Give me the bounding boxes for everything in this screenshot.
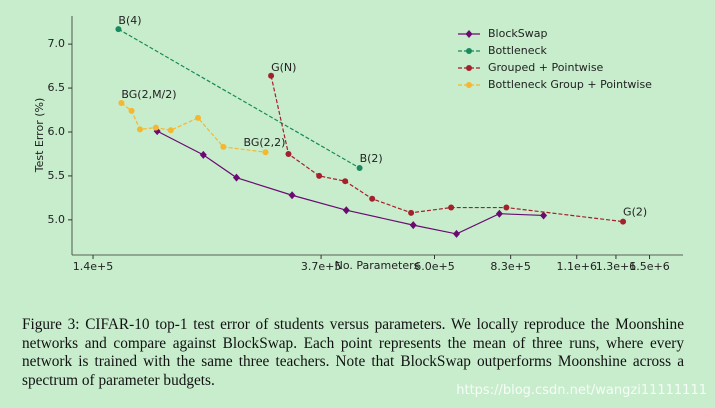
series-line: [270, 75, 624, 223]
annotation: G(N): [271, 61, 296, 74]
series: [153, 127, 548, 238]
x-tick-label: 6.0e+5: [414, 260, 454, 273]
caption: Figure 3: CIFAR-10 top-1 test error of s…: [22, 316, 684, 389]
marker: [167, 127, 174, 134]
chart: No. Parameters Test Error (%) 5.0 5.5 6.0 6…: [33, 14, 683, 273]
marker: [195, 114, 202, 121]
marker: [136, 126, 143, 133]
series-line: [118, 28, 360, 169]
x-tick-label: 1.3e+6: [596, 260, 636, 273]
annotation: G(2): [623, 206, 647, 219]
legend-label: Bottleneck Group + Pointwise: [488, 78, 652, 91]
marker: [620, 218, 627, 225]
legend-marker: [465, 30, 473, 38]
marker: [409, 221, 417, 230]
annotation: B(2): [360, 152, 383, 165]
y-tick-label: 5.5: [48, 169, 66, 182]
x-tick-label: 1.1e+6: [557, 260, 597, 273]
legend-label: BlockSwap: [488, 27, 547, 40]
series-line: [121, 102, 266, 153]
y-tick-label: 7.0: [48, 37, 66, 50]
marker: [115, 26, 122, 33]
marker: [369, 195, 376, 202]
marker: [152, 124, 159, 131]
marker: [268, 72, 275, 79]
marker: [128, 107, 135, 114]
y-tick-label: 5.0: [48, 213, 66, 226]
annotation: BG(2,2): [244, 136, 286, 149]
series-line: [156, 130, 544, 235]
marker: [540, 211, 548, 220]
series: [118, 99, 269, 156]
marker: [288, 191, 296, 200]
series: [115, 26, 363, 172]
marker: [448, 204, 455, 211]
marker: [316, 172, 323, 179]
annotation: BG(2,M/2): [121, 88, 176, 101]
marker: [118, 99, 125, 106]
series: [268, 72, 627, 225]
marker: [232, 173, 240, 182]
marker: [408, 209, 415, 216]
marker: [220, 143, 227, 150]
marker: [285, 150, 292, 157]
marker: [199, 150, 207, 159]
x-axis-label: No. Parameters: [335, 259, 420, 272]
legend-label: Grouped + Pointwise: [488, 61, 604, 74]
x-tick-label: 8.3e+5: [490, 260, 530, 273]
marker: [342, 206, 350, 215]
legend-marker: [466, 65, 472, 71]
y-tick-label: 6.0: [48, 125, 66, 138]
marker: [153, 127, 161, 136]
watermark: https://blog.csdn.net/wangzi11111111: [456, 383, 707, 398]
y-tick-label: 6.5: [48, 81, 66, 94]
marker: [503, 204, 510, 211]
legend-marker: [466, 48, 472, 54]
legend-marker: [466, 82, 472, 88]
marker: [495, 209, 503, 218]
legend-label: Bottleneck: [488, 44, 548, 57]
marker: [453, 229, 461, 238]
x-tick-label: 1.5e+6: [629, 260, 669, 273]
x-tick-label: 3.7e+5: [301, 260, 341, 273]
marker: [356, 165, 363, 172]
marker: [342, 178, 349, 185]
marker: [262, 149, 269, 156]
y-axis-label: Test Error (%): [33, 98, 46, 174]
annotation: B(4): [118, 14, 141, 27]
x-tick-label: 1.4e+5: [73, 260, 113, 273]
